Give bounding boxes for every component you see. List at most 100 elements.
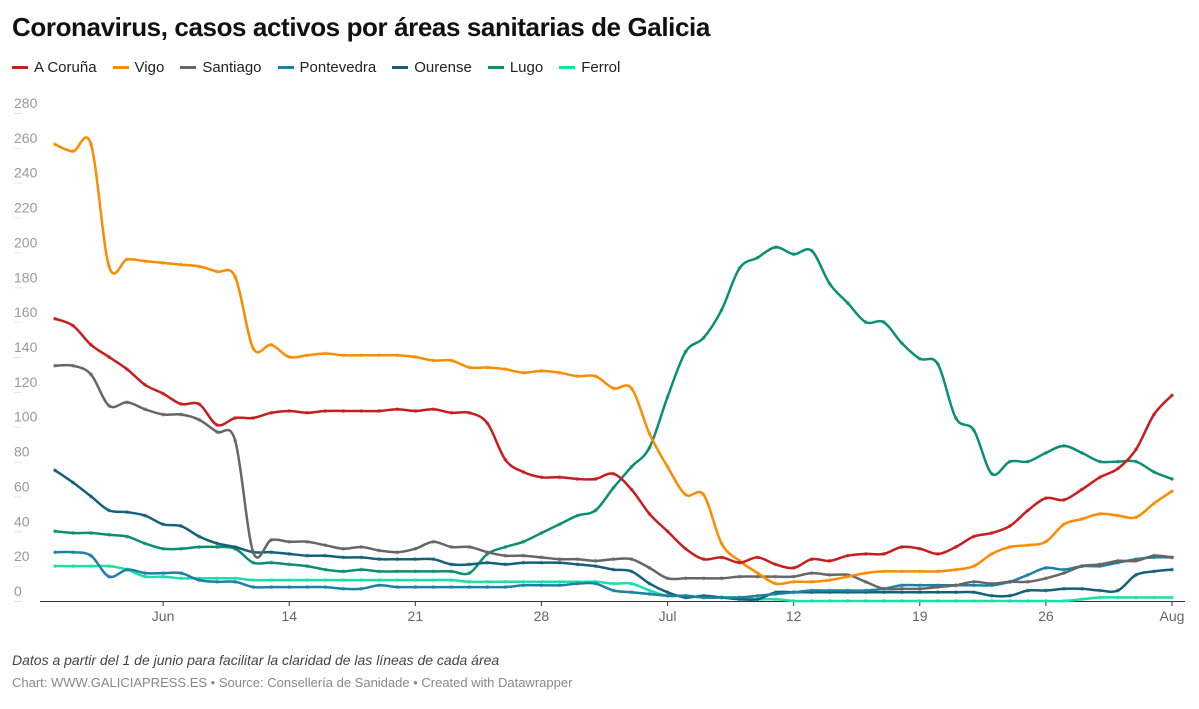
data-point-ferrol	[863, 599, 868, 603]
data-point-a-coruna	[719, 555, 724, 560]
data-point-pontevedra	[1043, 565, 1048, 570]
data-point-ourense	[575, 562, 580, 567]
chart-title: Coronavirus, casos activos por áreas san…	[12, 12, 710, 42]
data-point-vigo	[629, 386, 634, 391]
data-point-pontevedra	[863, 588, 868, 593]
data-point-ourense	[485, 560, 490, 565]
data-point-ourense	[323, 553, 328, 558]
data-point-ferrol	[845, 599, 850, 603]
data-point-vigo	[701, 492, 706, 497]
legend-label: Lugo	[509, 59, 544, 76]
data-point-pontevedra	[755, 593, 760, 598]
data-point-vigo	[233, 274, 238, 279]
data-point-pontevedra	[773, 592, 778, 597]
data-point-ourense	[269, 550, 274, 555]
data-point-pontevedra	[917, 583, 922, 588]
data-point-lugo	[1097, 459, 1102, 464]
data-point-pontevedra	[665, 593, 670, 598]
y-tick-label: 100	[14, 409, 38, 425]
data-point-pontevedra	[575, 581, 580, 586]
data-point-lugo	[215, 544, 220, 549]
data-point-vigo	[989, 551, 994, 556]
data-point-lugo	[917, 356, 922, 361]
legend-item: Santiago	[180, 59, 262, 76]
x-tick-label: 26	[1038, 608, 1054, 624]
data-point-pontevedra	[1061, 567, 1066, 572]
data-point-lugo	[863, 320, 868, 325]
y-tick-label: 60	[14, 478, 30, 494]
data-point-lugo	[449, 569, 454, 574]
data-point-lugo	[413, 569, 418, 574]
data-point-vigo	[1007, 544, 1012, 549]
data-point-santiago	[323, 543, 328, 548]
data-point-a-coruna	[431, 407, 436, 412]
data-point-pontevedra	[161, 571, 166, 576]
data-point-ferrol	[431, 578, 436, 583]
data-point-vigo	[467, 365, 472, 370]
y-tick-label: 180	[14, 269, 38, 285]
data-point-a-coruna	[1133, 447, 1138, 452]
data-point-vigo	[917, 569, 922, 574]
data-point-vigo	[1079, 517, 1084, 522]
data-point-ourense	[431, 557, 436, 562]
data-point-lugo	[269, 560, 274, 565]
data-point-lugo	[359, 567, 364, 572]
y-tick-label: 0	[14, 583, 22, 599]
data-point-vigo	[179, 262, 184, 267]
data-point-lugo	[467, 571, 472, 576]
data-point-pontevedra	[341, 586, 346, 591]
data-point-ourense	[197, 534, 202, 539]
data-point-a-coruna	[1043, 496, 1048, 501]
data-point-pontevedra	[629, 590, 634, 595]
series-line-ourense	[53, 469, 1174, 602]
data-point-pontevedra	[125, 567, 130, 572]
data-point-lugo	[791, 252, 796, 257]
legend-swatch	[392, 66, 409, 69]
data-point-ferrol	[503, 579, 508, 584]
data-point-santiago	[557, 557, 562, 562]
data-point-vigo	[53, 142, 57, 147]
data-point-ourense	[611, 567, 616, 572]
data-point-santiago	[305, 539, 310, 544]
data-point-a-coruna	[359, 409, 364, 414]
data-point-a-coruna	[953, 544, 958, 549]
data-point-ferrol	[359, 578, 364, 583]
legend-swatch	[12, 66, 28, 69]
data-point-santiago	[1170, 555, 1174, 560]
data-point-pontevedra	[971, 583, 976, 588]
data-point-ourense	[593, 564, 598, 569]
data-point-pontevedra	[287, 585, 292, 590]
data-point-ferrol	[1025, 599, 1030, 603]
data-point-a-coruna	[269, 410, 274, 415]
data-point-a-coruna	[287, 409, 292, 414]
data-point-santiago	[593, 558, 598, 563]
data-point-a-coruna	[1079, 487, 1084, 492]
data-point-santiago	[449, 544, 454, 549]
data-point-lugo	[377, 569, 382, 574]
data-point-santiago	[773, 574, 778, 579]
data-point-vigo	[485, 365, 490, 370]
y-tick-label: 80	[14, 444, 30, 460]
data-point-a-coruna	[755, 555, 760, 560]
data-point-ourense	[107, 508, 112, 513]
data-point-ferrol	[899, 599, 904, 603]
data-point-ferrol	[143, 574, 148, 579]
x-tick-label: 28	[534, 608, 550, 624]
data-point-lugo	[431, 569, 436, 574]
data-point-vigo	[1133, 515, 1138, 520]
data-point-lugo	[251, 560, 256, 565]
data-point-santiago	[503, 553, 508, 558]
data-point-vigo	[341, 353, 346, 358]
data-point-ourense	[521, 560, 526, 565]
legend-label: Ourense	[414, 59, 472, 76]
data-point-ferrol	[341, 578, 346, 583]
data-point-a-coruna	[71, 323, 76, 328]
data-point-ferrol	[413, 578, 418, 583]
data-point-santiago	[917, 586, 922, 591]
data-point-a-coruna	[179, 402, 184, 407]
data-point-vigo	[269, 342, 274, 347]
data-point-santiago	[269, 538, 274, 542]
y-tick-label: 160	[14, 304, 38, 320]
legend: A Coruña Vigo Santiago Pontevedra Ourense Lug…	[12, 59, 620, 76]
data-point-vigo	[719, 541, 724, 546]
